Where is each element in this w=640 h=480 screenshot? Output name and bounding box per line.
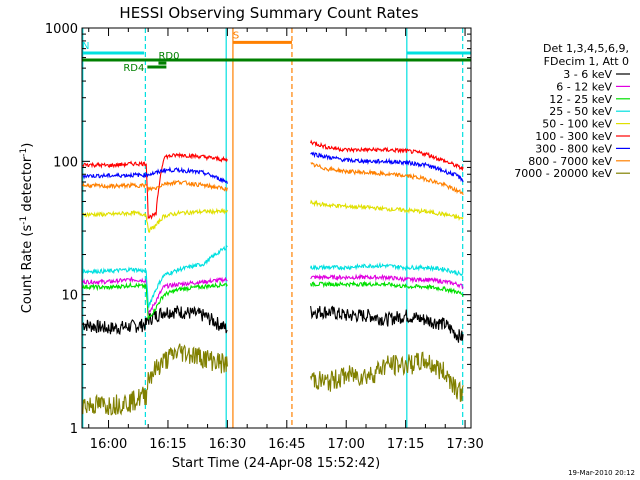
series-line-5-segment-2: [310, 199, 464, 222]
series-line-5-segment-1: [82, 207, 228, 233]
x-tick-label-7: 17:30: [446, 437, 483, 452]
series-line-3-segment-1: [82, 280, 228, 320]
y-axis-label-prefix: Count Rate (s: [20, 225, 35, 314]
legend-label-6: 100 - 300 keV: [535, 130, 612, 143]
x-axis: 16:00 16:15 16:30 16:45 17:00 17:15 17:30: [88, 28, 484, 452]
series-line-7-segment-1: [82, 166, 228, 184]
y-axis-label-mid: detector: [20, 156, 35, 216]
series-line-4-segment-1: [82, 244, 228, 309]
legend-label-5: 50 - 100 keV: [542, 118, 612, 131]
x-tick-label-1: 16:00: [90, 437, 127, 452]
series-line-6-segment-2: [310, 139, 464, 172]
flag-bar-label-1: N: [82, 41, 89, 52]
y-tick-label-4: 1000: [45, 22, 78, 37]
legend-label-3: 12 - 25 keV: [549, 93, 612, 106]
plot-frame: [81, 27, 472, 429]
y-tick-label-2: 10: [61, 289, 78, 304]
chart-title: HESSI Observing Summary Count Rates: [119, 4, 418, 22]
y-tick-label-1: 1: [70, 422, 78, 437]
legend-label-4: 25 - 50 keV: [549, 105, 612, 118]
y-axis-label-suffix: ): [20, 143, 35, 148]
y-axis: 1 10 100 1000: [45, 22, 471, 437]
series-line-7-segment-2: [310, 151, 464, 183]
y-axis-label: Count Rate (s-1 detector-1): [19, 143, 35, 314]
generation-timestamp: 19-Mar-2010 20:12: [568, 469, 635, 477]
series-line-6-segment-1: [82, 152, 228, 220]
y-tick-label-3: 100: [53, 155, 78, 170]
y-axis-label-sup1: -1: [19, 216, 29, 225]
x-tick-label-3: 16:30: [209, 437, 246, 452]
legend-label-8: 800 - 7000 keV: [528, 155, 612, 168]
series-line-1-segment-1: [82, 305, 228, 335]
flag-bar-label-5: RD4: [123, 63, 144, 74]
flag-bar-label-4: RD0: [158, 51, 179, 62]
legend-label-1: 3 - 6 keV: [563, 68, 612, 81]
series-line-2-segment-1: [82, 276, 228, 316]
flag-bar-label-6: S: [233, 30, 239, 41]
legend-label-9: 7000 - 20000 keV: [514, 167, 612, 180]
legend: Det 1,3,4,5,6,9, FDecim 1, Att 0 3 - 6 k…: [514, 42, 630, 180]
x-tick-label-5: 17:00: [327, 437, 364, 452]
x-tick-label-6: 17:15: [387, 437, 424, 452]
legend-title-line-2: FDecim 1, Att 0: [544, 55, 629, 68]
legend-label-7: 300 - 800 keV: [535, 142, 612, 155]
x-tick-label-2: 16:15: [149, 437, 186, 452]
legend-label-2: 6 - 12 keV: [556, 80, 612, 93]
plot-area: N RD0 RD4 S: [82, 28, 471, 428]
series-line-2-segment-2: [310, 273, 464, 290]
x-tick-label-4: 16:45: [268, 437, 305, 452]
series-line-8-segment-2: [310, 162, 464, 196]
series-line-4-segment-2: [310, 261, 464, 277]
series-line-9-segment-2: [310, 351, 464, 402]
series-line-1-segment-2: [310, 305, 464, 343]
series-line-8-segment-1: [82, 179, 228, 193]
legend-title-line-1: Det 1,3,4,5,6,9,: [543, 42, 629, 55]
series-line-3-segment-2: [310, 280, 464, 297]
x-axis-label: Start Time (24-Apr-08 15:52:42): [172, 456, 380, 471]
series-line-9-segment-1: [82, 343, 228, 416]
y-axis-label-sup2: -1: [19, 148, 29, 157]
